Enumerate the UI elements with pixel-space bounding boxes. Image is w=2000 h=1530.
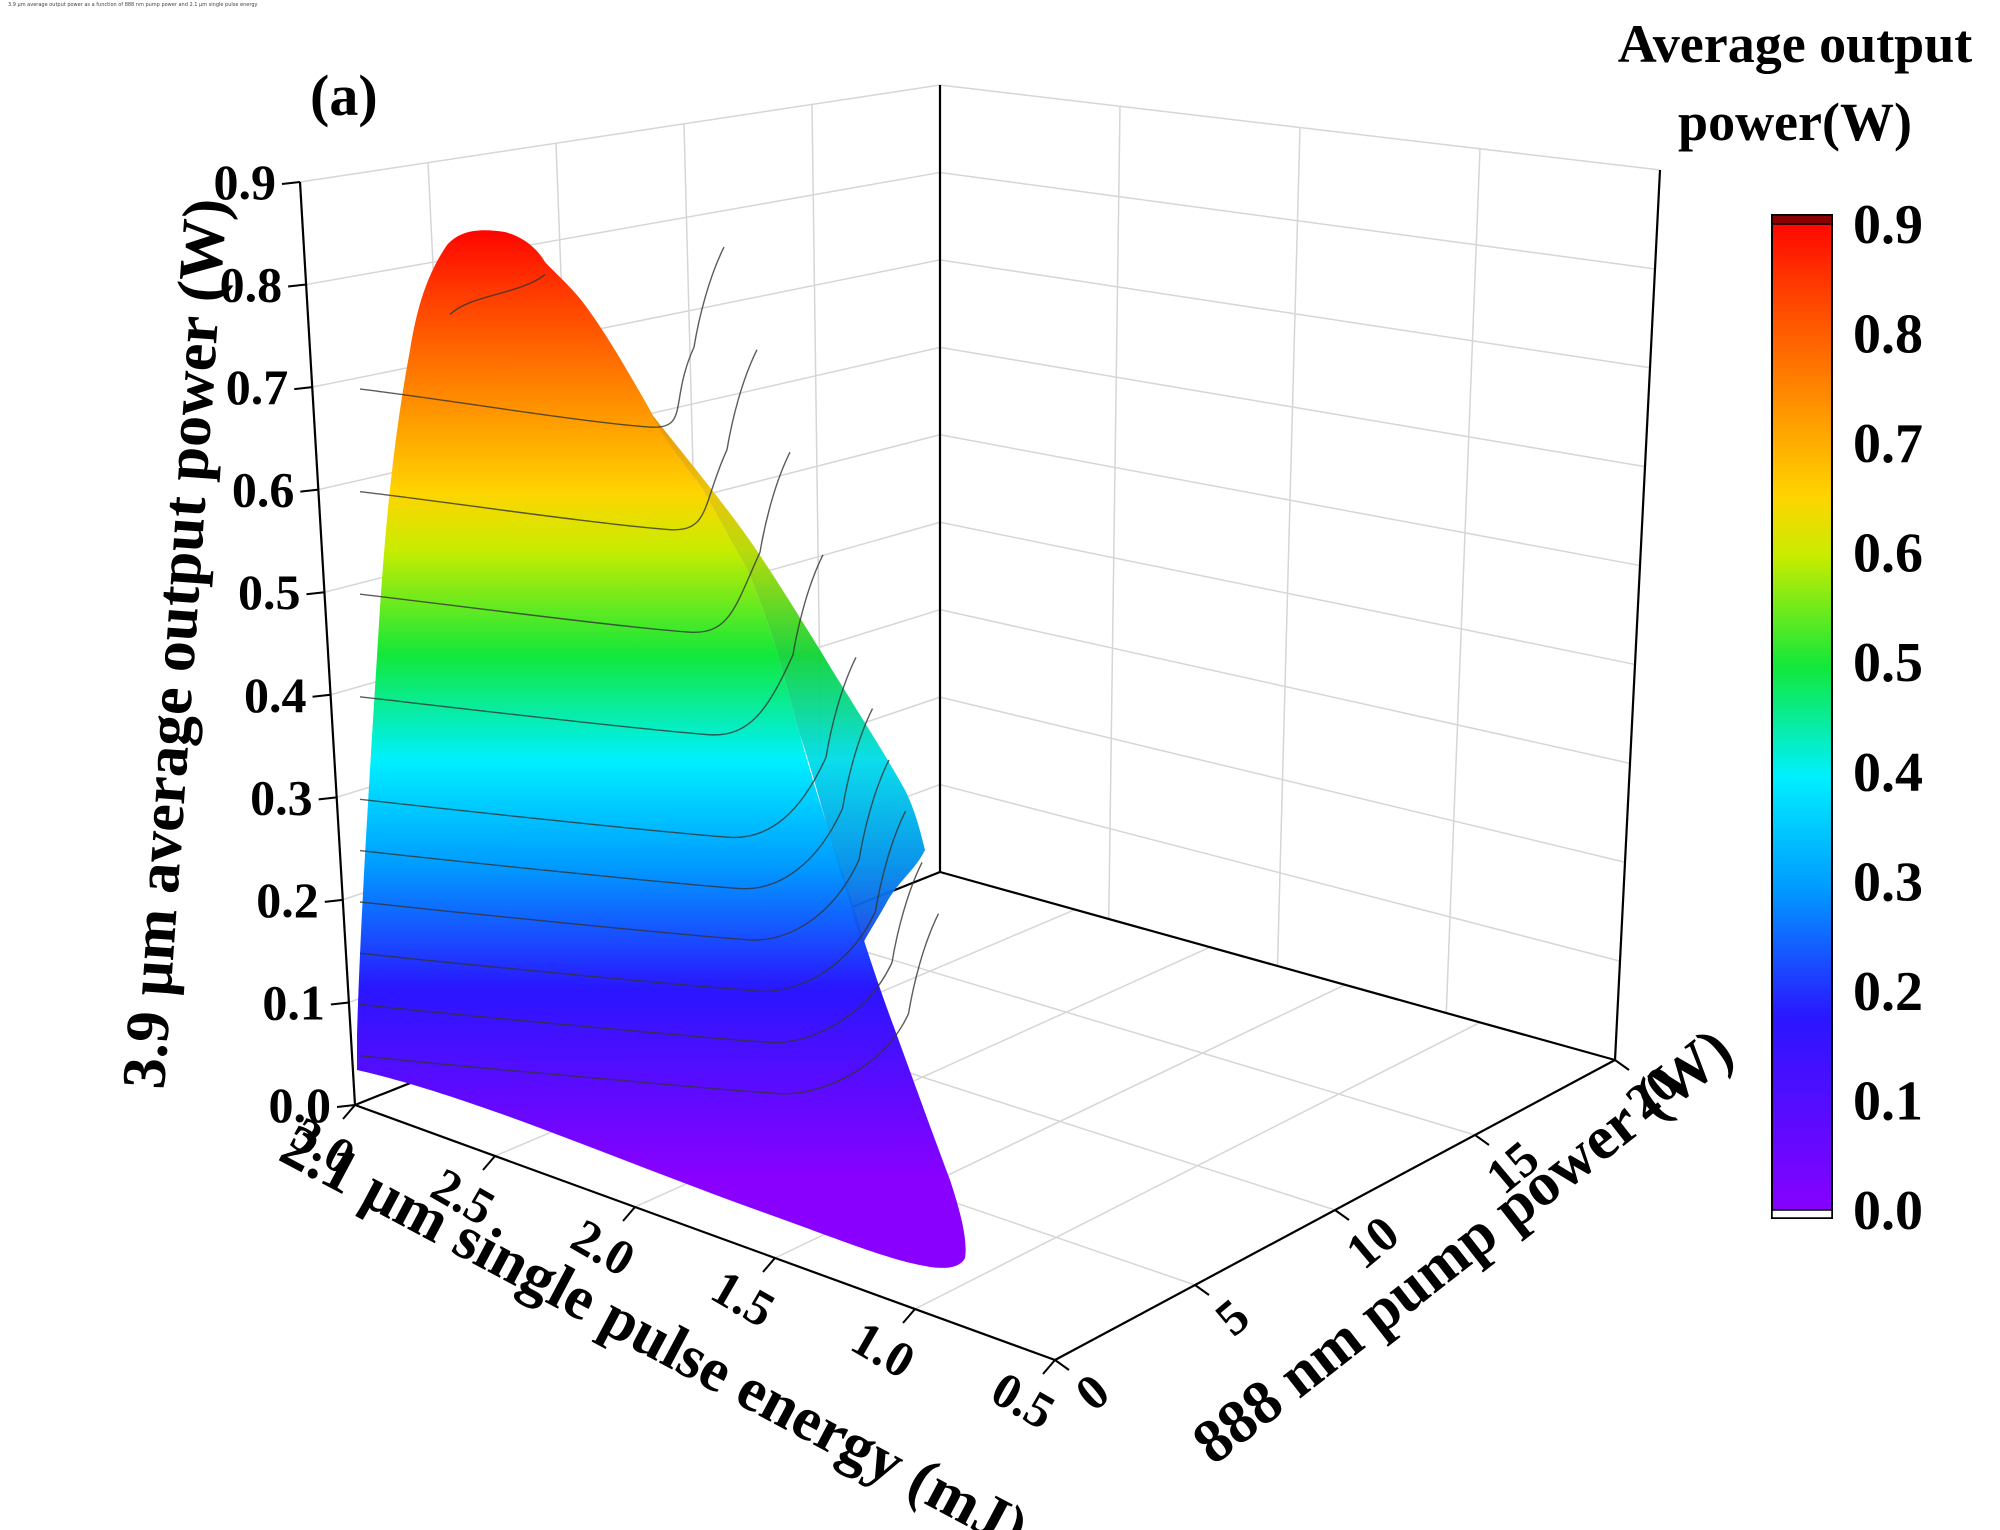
back-wall-gridline [1276,127,1301,967]
contour-line [359,913,940,1095]
colorbar-bottom-cap [1771,1209,1833,1219]
floor-gridline [793,929,1476,1136]
colorbar-tick-label: 0.1 [1853,1070,1923,1132]
x-tick-label: 1.0 [842,1309,924,1389]
z-tick-label: 0.0 [269,1077,332,1133]
contour-line [359,349,758,531]
contour-line [449,274,546,316]
contour-line [359,451,791,633]
y-tick-label: 0 [1064,1362,1119,1421]
z-tick-label: 0.6 [232,462,295,518]
x-tick-mark [482,1155,496,1171]
colorbar-title-line1: Average output [1618,14,1972,74]
z-tick-mark [294,386,313,391]
colorbar-tick-label: 0.0 [1853,1180,1923,1242]
axis-line [354,1103,1056,1362]
colorbar-tick-label: 0.7 [1853,413,1923,475]
colorbar-tick-label: 0.5 [1853,632,1923,694]
axis-line [1613,169,1662,1061]
z-tick-mark [312,693,331,698]
x-tick-mark [1042,1359,1056,1375]
z-tick-mark [324,898,343,903]
back-wall-gridline [1445,148,1481,1014]
z-tick-mark [300,488,319,493]
axis-line [298,181,357,1106]
colorbar-gradient [1771,214,1833,1219]
panel-label: (a) [310,63,378,128]
z-tick-label: 0.2 [256,872,319,928]
y-tick-mark [1194,1284,1210,1296]
x-tick-label: 1.5 [702,1258,784,1338]
x-tick-mark [342,1104,356,1120]
y-tick-mark [1334,1209,1350,1221]
contour-line [359,657,857,839]
y-axis-title: 888 nm pump power (W) [1180,1015,1745,1477]
caption-note: 3.9 µm average output power as a functio… [8,2,258,8]
y-tick-mark [1474,1134,1490,1146]
colorbar-tick-label: 0.4 [1853,742,1923,804]
contour-line [359,810,907,992]
y-tick-mark [1054,1359,1070,1371]
z-tick-mark [281,181,301,185]
x-tick-label: 0.5 [982,1360,1064,1440]
z-tick-label: 0.7 [226,359,289,415]
contour-line [359,759,890,941]
axis-line [939,870,1616,1062]
z-tick-label: 0.5 [238,564,301,620]
surface-ridge-face [650,412,925,945]
y-tick-mark [1614,1059,1630,1071]
x-tick-mark [762,1257,776,1273]
surface-ridge-shade [650,412,925,945]
contour-line [359,708,874,890]
left-wall-gridline [305,171,941,286]
z-tick-label: 0.1 [262,974,325,1030]
x-tick-mark [902,1308,916,1324]
surface-layer [357,230,966,1268]
colorbar-tick-label: 0.3 [1853,851,1923,913]
colorbar-tick-label: 0.2 [1853,961,1923,1023]
z-tick-mark [336,1104,356,1108]
titles-layer: (a) 3.9 µm average output power (W) 2.1 … [110,63,1745,1530]
colorbar-tick-label: 0.8 [1853,304,1923,366]
z-tick-mark [318,796,337,801]
colorbar: Average output power(W) 0.0 0.1 0.2 0.3 0.4 0… [1618,14,1972,1242]
back-wall-gridline [1108,106,1121,920]
colorbar-title-line2: power(W) [1678,92,1912,152]
z-tick-label: 0.8 [220,257,283,313]
z-axis-title: 3.9 µm average output power (W) [110,196,240,1091]
left-wall-gridline [299,84,941,183]
contour-line [359,246,725,428]
contour-line [359,554,824,736]
contour-line [359,862,923,1044]
y-tick-label: 5 [1204,1287,1259,1346]
z-tick-label: 0.4 [244,667,307,723]
colorbar-tick-label: 0.6 [1853,523,1923,585]
colorbar-tick-label: 0.9 [1853,194,1923,256]
z-tick-mark [306,591,325,596]
surface-front-face [357,230,966,1268]
z-tick-label: 0.9 [214,154,277,210]
left-wall-gridline [312,259,941,388]
z-tick-label: 0.3 [250,769,313,825]
x-tick-mark [622,1206,636,1222]
colorbar-top-cap [1771,214,1833,225]
z-tick-mark [288,283,307,288]
z-tick-mark [330,1001,349,1006]
